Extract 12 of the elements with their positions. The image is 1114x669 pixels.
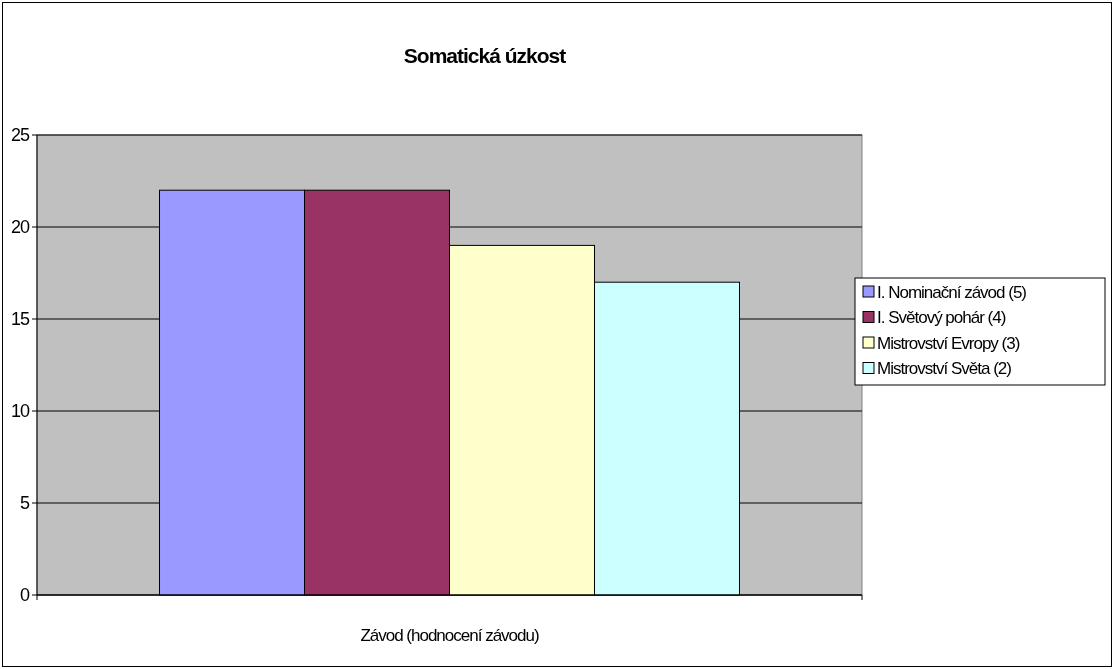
legend-label: Mistrovství Světa (2) xyxy=(877,359,1012,379)
legend-label: I. Světový pohár (4) xyxy=(877,308,1006,328)
y-tick-label: 20 xyxy=(10,217,30,238)
y-tick-label: 10 xyxy=(10,401,30,422)
y-tick-label: 0 xyxy=(19,585,30,606)
y-tick-label: 15 xyxy=(10,309,30,330)
x-axis-title: Závod (hodnocení závodu) xyxy=(360,626,539,645)
chart-title: Somatická úzkost xyxy=(403,44,567,67)
y-tick-label: 5 xyxy=(19,493,30,514)
legend-label: I. Nominační závod (5) xyxy=(877,282,1027,302)
legend-label: Mistrovství Evropy (3) xyxy=(877,333,1020,353)
y-tick-label: 25 xyxy=(10,125,30,146)
